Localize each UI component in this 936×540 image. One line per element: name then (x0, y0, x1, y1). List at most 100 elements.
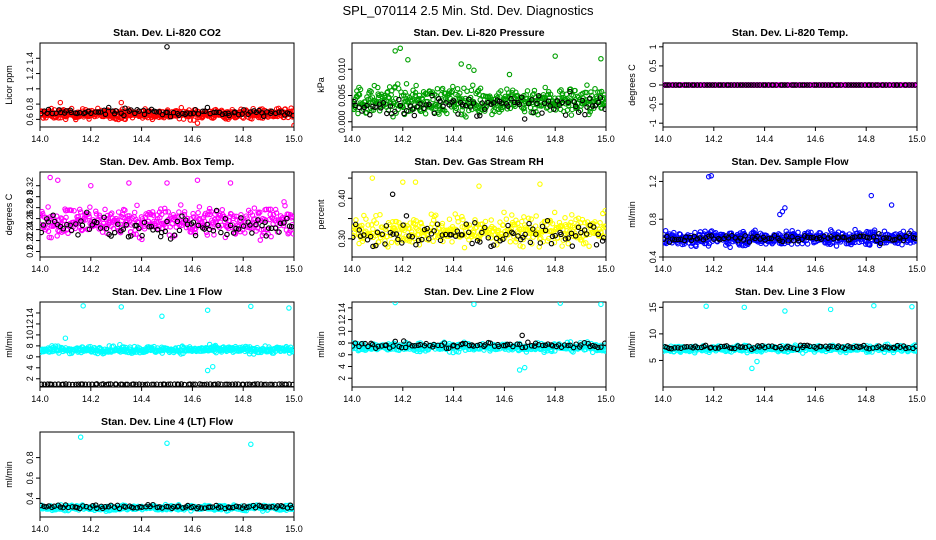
data-point (399, 240, 405, 246)
plot-frame (39, 301, 295, 388)
data-point (813, 82, 820, 88)
data-point (422, 111, 429, 117)
data-point (162, 228, 168, 235)
data-point (359, 238, 366, 245)
y-axis-label: ml/min (4, 331, 14, 358)
data-point (429, 92, 435, 99)
x-tick-label: 14.0 (654, 264, 672, 274)
data-point (195, 222, 202, 229)
data-point (584, 104, 590, 110)
data-point (474, 105, 480, 111)
data-point (255, 217, 261, 223)
outlier-point (118, 304, 125, 310)
data-point (240, 223, 247, 229)
data-point (459, 213, 465, 220)
outlier-point (598, 302, 604, 308)
data-point (45, 228, 52, 235)
panel-title: Stan. Dev. Gas Stream RH (414, 156, 543, 168)
x-tick-label: 14.4 (445, 264, 463, 274)
data-point (187, 381, 193, 387)
data-point (211, 109, 217, 116)
data-point (578, 229, 584, 236)
y-tick-label: 4 (25, 365, 35, 370)
data-point (272, 110, 279, 117)
data-point (529, 92, 536, 98)
data-point (213, 109, 219, 116)
data-point (40, 381, 45, 387)
data-point (268, 108, 275, 115)
data-point (175, 381, 182, 387)
data-point (462, 102, 469, 109)
data-point (562, 112, 569, 118)
data-point (363, 216, 369, 222)
panel-title: Stan. Dev. Li-820 CO2 (113, 27, 221, 39)
data-point (519, 344, 525, 351)
data-point (88, 110, 94, 116)
data-point (450, 98, 457, 104)
x-tick-label: 14.2 (394, 264, 412, 274)
series-selected (40, 207, 294, 242)
data-point (406, 233, 412, 239)
data-point (199, 108, 206, 115)
data-point (592, 343, 598, 350)
data-point (238, 212, 244, 218)
data-point (151, 381, 157, 387)
outlier-point (194, 120, 201, 126)
data-point (154, 212, 160, 218)
data-point (86, 213, 92, 220)
series-all (40, 303, 294, 374)
data-point (227, 222, 234, 229)
data-point (598, 344, 604, 350)
data-point (448, 89, 454, 96)
data-point (586, 243, 592, 250)
data-point (242, 230, 248, 236)
data-points (40, 303, 294, 387)
data-point (122, 105, 128, 111)
data-point (575, 224, 582, 231)
y-tick-label: 0.24 (25, 221, 35, 239)
data-point (881, 228, 888, 235)
data-point (488, 235, 494, 241)
data-point (457, 90, 463, 96)
data-point (482, 108, 488, 114)
data-point (125, 233, 132, 240)
data-point (48, 381, 55, 387)
data-point (423, 102, 429, 108)
outlier-point (392, 302, 398, 306)
data-point (382, 241, 388, 247)
data-point (675, 236, 682, 243)
data-point (149, 209, 156, 215)
x-tick-label: 14.2 (82, 134, 100, 144)
data-point (150, 212, 157, 218)
data-point (488, 217, 494, 223)
data-point (414, 104, 420, 110)
series-selected (352, 332, 606, 351)
data-point (602, 340, 606, 347)
data-point (382, 226, 389, 233)
data-points (40, 44, 294, 127)
outlier-point (868, 192, 875, 199)
outlier-point (55, 177, 61, 183)
data-point (290, 381, 294, 387)
data-point (482, 218, 489, 225)
data-point (409, 343, 415, 349)
data-point (572, 87, 578, 94)
outlier-point (412, 179, 419, 185)
data-point (602, 100, 606, 106)
data-point (402, 89, 408, 96)
data-point (288, 223, 294, 230)
data-point (396, 96, 402, 103)
data-point (688, 237, 695, 244)
data-point (541, 100, 548, 107)
y-tick-label: 14 (337, 303, 347, 313)
data-point (804, 234, 811, 240)
y-tick-label: -1 (648, 119, 658, 127)
outlier-point (476, 183, 482, 189)
data-point (355, 110, 361, 117)
data-point (223, 216, 229, 223)
panel-title: Stan. Dev. Li-820 Pressure (413, 27, 544, 39)
data-point (509, 212, 515, 218)
data-point (582, 111, 588, 118)
data-point (849, 234, 856, 241)
